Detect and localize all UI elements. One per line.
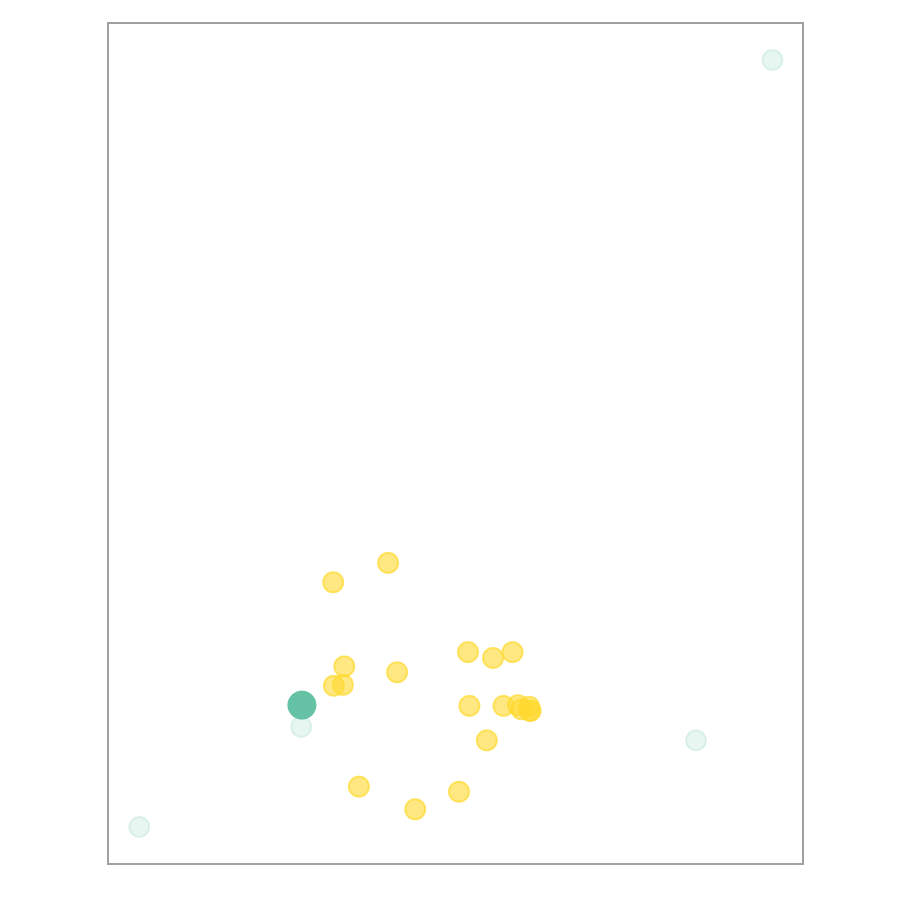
scatter-point [333,655,356,678]
scatter-point [128,816,151,838]
scatter-point [290,715,313,738]
scatter-point [761,49,784,71]
scatter-point [347,775,370,798]
axes-frame [107,22,804,865]
data-points [128,49,784,838]
scatter-point [685,729,707,752]
scatter-point [386,661,409,684]
scatter-point [482,647,504,669]
scatter-point [404,798,427,821]
scatter-point [322,571,345,594]
scatter-point [519,699,542,722]
scatter-point [287,690,317,720]
scatter-point [475,729,498,752]
scatter-point [457,641,479,664]
scatter-point [377,551,400,574]
scatter-point [458,694,481,717]
scatter-point [448,780,470,803]
scatter-point [322,674,345,697]
scatter-point [501,641,524,664]
